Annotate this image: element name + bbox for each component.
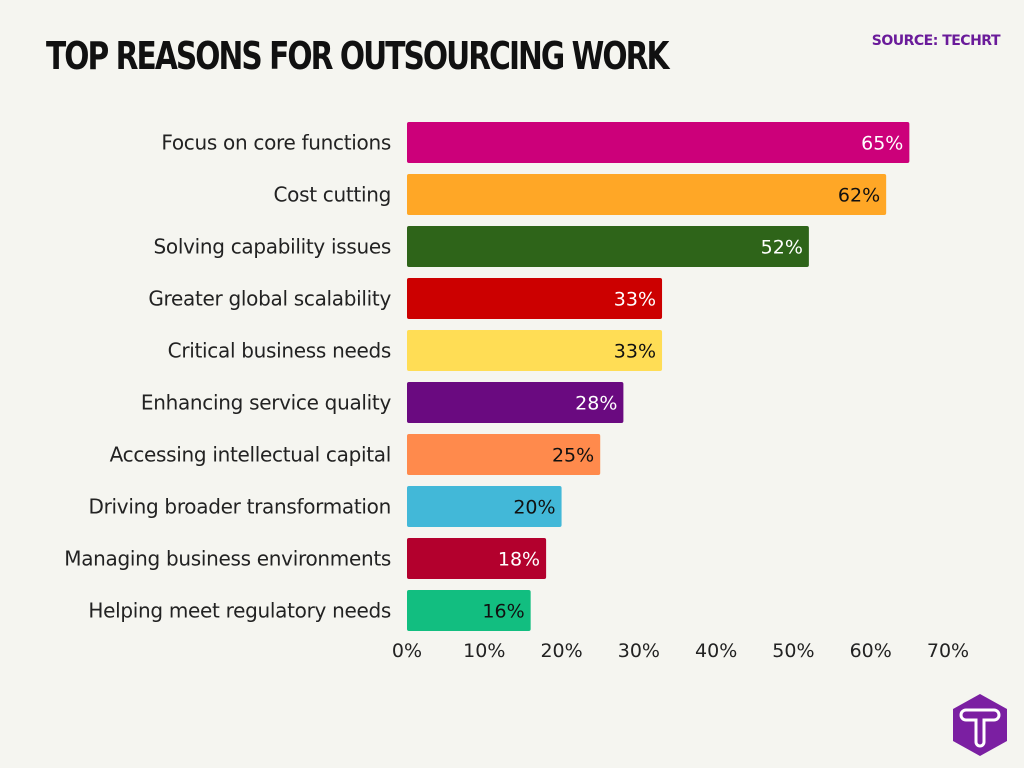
- data-label: 52%: [761, 237, 803, 259]
- bar: [407, 434, 601, 475]
- data-label: 16%: [482, 601, 524, 623]
- category-label: Driving broader transformation: [89, 495, 391, 519]
- data-label: 65%: [861, 133, 903, 155]
- category-label: Managing business environments: [64, 547, 391, 571]
- bar: [407, 590, 531, 631]
- chart-title: TOP REASONS FOR OUTSOURCING WORK: [46, 34, 669, 78]
- bar: [407, 122, 910, 163]
- category-label: Cost cutting: [273, 183, 391, 207]
- bar: [407, 226, 809, 267]
- x-tick-label: 70%: [927, 640, 969, 662]
- data-label: 20%: [513, 497, 555, 519]
- category-label: Helping meet regulatory needs: [88, 599, 391, 623]
- x-tick-label: 60%: [850, 640, 892, 662]
- category-label: Solving capability issues: [153, 235, 391, 259]
- category-label: Critical business needs: [168, 339, 391, 363]
- x-tick-label: 20%: [540, 640, 582, 662]
- bar: [407, 538, 547, 579]
- bar: [407, 382, 624, 423]
- x-tick-label: 10%: [463, 640, 505, 662]
- data-label: 33%: [614, 341, 656, 363]
- category-label: Enhancing service quality: [141, 391, 392, 415]
- x-tick-label: 0%: [392, 640, 422, 662]
- bar: [407, 330, 663, 371]
- category-label: Greater global scalability: [148, 287, 391, 311]
- data-label: 62%: [838, 185, 880, 207]
- bar: [407, 278, 663, 319]
- x-tick-label: 50%: [772, 640, 814, 662]
- source-label: SOURCE: TECHRT: [871, 33, 1001, 49]
- data-label: 33%: [614, 289, 656, 311]
- data-label: 18%: [498, 549, 540, 571]
- techrt-logo-icon: [953, 694, 1007, 756]
- bar: [407, 486, 562, 527]
- data-label: 25%: [552, 445, 594, 467]
- data-label: 28%: [575, 393, 617, 415]
- bar: [407, 174, 887, 215]
- x-tick-label: 40%: [695, 640, 737, 662]
- category-label: Focus on core functions: [161, 131, 391, 155]
- x-tick-label: 30%: [618, 640, 660, 662]
- category-label: Accessing intellectual capital: [110, 443, 391, 467]
